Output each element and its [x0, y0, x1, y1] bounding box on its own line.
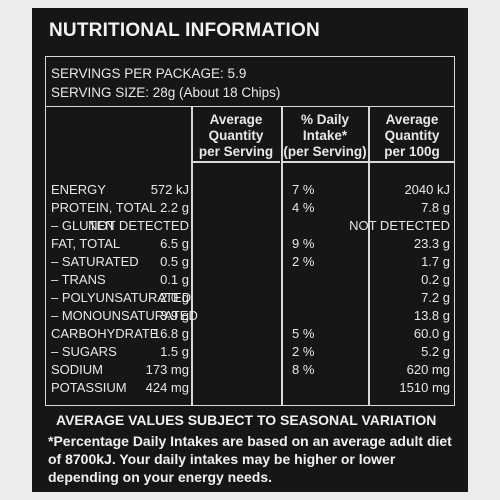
daily-intake-footnote: *Percentage Daily Intakes are based on a… [48, 433, 452, 485]
nutrient-row: – SUGARS 1.5 g 2 % 5.2 g [46, 343, 454, 361]
nutrient-row: – POLYUNSATURATED 2.0 g 7.2 g [46, 289, 454, 307]
per-serving-value: 16.8 g [152, 326, 189, 341]
servings-block: SERVINGS PER PACKAGE: 5.9 SERVING SIZE: … [46, 57, 454, 107]
header-underline [192, 161, 280, 163]
per-100g-value: 5.2 g [421, 344, 450, 359]
daily-intake-value: 4 % [292, 200, 315, 215]
panel-title: NUTRITIONAL INFORMATION [49, 20, 320, 41]
nutrient-row: CARBOHYDRATE 16.8 g 5 % 60.0 g [46, 325, 454, 343]
header-underline [370, 161, 454, 163]
nutrient-label: CARBOHYDRATE [51, 326, 159, 341]
nutrient-label: PROTEIN, TOTAL [51, 200, 157, 215]
nutrient-row: PROTEIN, TOTAL 2.2 g 4 % 7.8 g [46, 199, 454, 217]
nutrient-label: – SUGARS [51, 344, 117, 359]
column-divider [368, 107, 370, 405]
per-100g-value: 23.3 g [413, 236, 450, 251]
nutrient-label: – POLYUNSATURATED [51, 290, 192, 305]
nutrient-label: ENERGY [51, 182, 106, 197]
daily-intake-value: 7 % [292, 182, 315, 197]
per-serving-value: 6.5 g [160, 236, 189, 251]
per-serving-value: 1.5 g [160, 344, 189, 359]
per-100g-value: 2040 kJ [404, 182, 450, 197]
nutrient-row: – MONOUNSATURATED 3.9 g 13.8 g [46, 307, 454, 325]
nutrition-table: SERVINGS PER PACKAGE: 5.9 SERVING SIZE: … [45, 56, 455, 406]
header-daily-intake: % Daily Intake* (per Serving) [283, 112, 367, 159]
serving-size: SERVING SIZE: 28g (About 18 Chips) [51, 85, 281, 100]
per-100g-value: 1.7 g [421, 254, 450, 269]
nutrition-panel: NUTRITIONAL INFORMATION SERVINGS PER PAC… [32, 8, 468, 492]
nutrient-label: POTASSIUM [51, 380, 127, 395]
per-100g-value: 7.2 g [421, 290, 450, 305]
nutrient-label: – GLUTEN [51, 218, 115, 233]
nutrient-label: – TRANS [51, 272, 106, 287]
nutrient-label: – MONOUNSATURATED [51, 308, 198, 323]
nutrient-label: FAT, TOTAL [51, 236, 121, 251]
daily-intake-value: 2 % [292, 344, 315, 359]
average-values-note: AVERAGE VALUES SUBJECT TO SEASONAL VARIA… [56, 412, 437, 428]
per-serving-value: 2.2 g [160, 200, 189, 215]
per-serving-value: 0.5 g [160, 254, 189, 269]
nutrient-row: POTASSIUM 424 mg 1510 mg [46, 379, 454, 397]
header-avg-serving: Average Quantity per Serving [198, 112, 274, 159]
per-100g-value: 0.2 g [421, 272, 450, 287]
nutrient-row: – GLUTEN NOT DETECTED NOT DETECTED [46, 217, 454, 235]
column-divider [281, 107, 283, 405]
per-serving-value: NOT DETECTED [88, 218, 189, 233]
nutrient-label: – SATURATED [51, 254, 139, 269]
daily-intake-value: 2 % [292, 254, 315, 269]
per-100g-value: 7.8 g [421, 200, 450, 215]
per-serving-value: 424 mg [145, 380, 189, 395]
per-100g-value: 1510 mg [399, 380, 450, 395]
nutrient-row: SODIUM 173 mg 8 % 620 mg [46, 361, 454, 379]
per-100g-value: 620 mg [406, 362, 450, 377]
nutrient-row: FAT, TOTAL 6.5 g 9 % 23.3 g [46, 235, 454, 253]
daily-intake-value: 8 % [292, 362, 315, 377]
per-100g-value: 60.0 g [413, 326, 450, 341]
servings-per-package: SERVINGS PER PACKAGE: 5.9 [51, 66, 247, 81]
column-divider [191, 107, 193, 405]
per-serving-value: 173 mg [145, 362, 189, 377]
nutrient-label: SODIUM [51, 362, 103, 377]
per-serving-value: 3.9 g [160, 308, 189, 323]
daily-intake-value: 5 % [292, 326, 315, 341]
nutrient-row: ENERGY 572 kJ 7 % 2040 kJ [46, 181, 454, 199]
nutrient-row: – SATURATED 0.5 g 2 % 1.7 g [46, 253, 454, 271]
header-avg-100g: Average Quantity per 100g [384, 112, 440, 159]
header-underline [282, 161, 368, 163]
per-100g-value: 13.8 g [413, 308, 450, 323]
per-serving-value: 0.1 g [160, 272, 189, 287]
per-serving-value: 2.0 g [160, 290, 189, 305]
daily-intake-value: 9 % [292, 236, 315, 251]
per-serving-value: 572 kJ [150, 182, 189, 197]
per-100g-value: NOT DETECTED [349, 218, 450, 233]
nutrient-row: – TRANS 0.1 g 0.2 g [46, 271, 454, 289]
